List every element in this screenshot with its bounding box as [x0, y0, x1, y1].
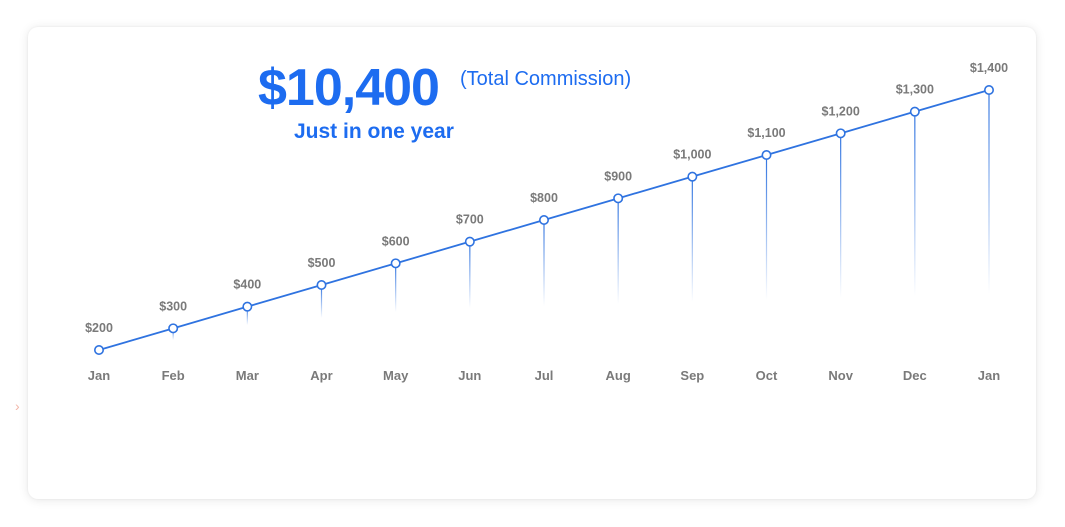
drop-line — [246, 306, 248, 325]
data-point — [390, 258, 401, 269]
x-tick-label: Dec — [903, 368, 927, 383]
x-tick-label: Sep — [680, 368, 704, 383]
data-point — [464, 236, 475, 247]
data-point — [316, 279, 327, 290]
data-point — [909, 106, 920, 117]
x-tick-label: May — [383, 368, 409, 383]
drop-line — [172, 328, 174, 340]
x-tick-label: Aug — [606, 368, 631, 383]
data-label: $1,200 — [822, 104, 860, 118]
data-label: $1,000 — [673, 148, 711, 162]
drop-line — [988, 90, 990, 294]
drop-line — [765, 155, 768, 300]
data-label: $900 — [604, 169, 632, 183]
drop-line — [469, 241, 471, 308]
x-axis-tick-labels: Jan Feb Mar Apr May Jun Jul Aug Sep Oct Nov Dec Jan — [88, 368, 1000, 383]
x-tick-label: Feb — [162, 368, 185, 383]
x-tick-label: Mar — [236, 368, 259, 383]
total-commission-caption: (Total Commission) — [460, 68, 632, 90]
x-tick-label: Nov — [828, 368, 853, 383]
data-label: $200 — [85, 321, 113, 335]
drop-line — [914, 111, 916, 297]
data-point — [613, 193, 624, 204]
drop-line — [543, 220, 545, 306]
data-point — [168, 323, 179, 334]
data-point — [687, 171, 698, 182]
data-label: $1,300 — [896, 83, 934, 97]
data-point — [761, 150, 772, 161]
x-tick-label: Jun — [458, 368, 481, 383]
drop-line — [395, 263, 397, 312]
drop-lines — [172, 90, 990, 340]
chart-card — [28, 27, 1036, 499]
data-label: $500 — [308, 256, 336, 270]
x-tick-label: Oct — [756, 368, 778, 383]
data-label: $600 — [382, 234, 410, 248]
data-label: $1,100 — [747, 126, 785, 140]
drop-line — [691, 176, 693, 302]
drop-line — [617, 198, 619, 304]
data-label: $800 — [530, 191, 558, 205]
x-tick-label: Jul — [535, 368, 554, 383]
drop-line — [840, 133, 842, 298]
drop-line — [320, 285, 323, 318]
data-label: $700 — [456, 213, 484, 227]
x-tick-label: Jan — [88, 368, 110, 383]
data-point — [983, 85, 994, 96]
data-labels: $200 $300 $400 $500 $600 $700 $800 $900 $1,000 $1… — [85, 61, 1008, 335]
data-point — [242, 301, 253, 312]
headline-subtitle: Just in one year — [294, 120, 454, 143]
data-point — [538, 215, 549, 226]
total-commission-amount: $10,400 — [258, 59, 440, 117]
x-tick-label: Jan — [978, 368, 1000, 383]
x-tick-label: Apr — [310, 368, 332, 383]
data-point — [94, 344, 105, 355]
headline: $10,400 (Total Commission) Just in one y… — [258, 56, 678, 156]
data-label: $400 — [233, 278, 261, 292]
chevron-right-icon: › — [15, 398, 20, 414]
data-point — [835, 128, 846, 139]
data-label: $1,400 — [970, 61, 1008, 75]
data-label: $300 — [159, 299, 187, 313]
data-points — [94, 85, 994, 355]
